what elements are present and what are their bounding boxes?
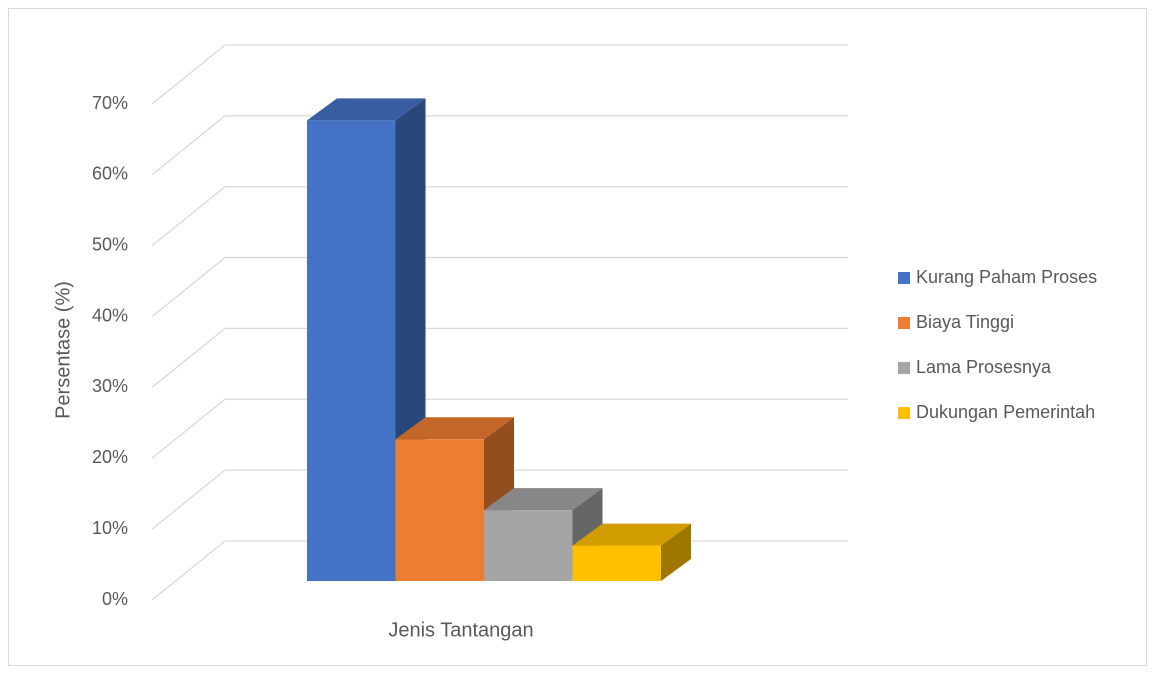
y-axis-label: Persentase (%) (52, 281, 74, 419)
x-axis-label: Jenis Tantangan (388, 619, 533, 641)
y-tick-label: 40% (92, 305, 128, 325)
bar (395, 439, 484, 581)
bar-top (307, 98, 426, 121)
bar-top (572, 523, 691, 546)
grid-line (151, 256, 848, 318)
legend-label: Dukungan Pemerintah (916, 402, 1095, 422)
legend-label: Kurang Paham Proses (916, 267, 1097, 287)
grid-line (151, 186, 848, 247)
y-tick-label: 20% (92, 447, 128, 467)
bar (307, 120, 396, 581)
legend-swatch (898, 317, 910, 329)
y-tick-label: 0% (102, 589, 128, 609)
y-tick-label: 70% (92, 93, 128, 113)
bar-top (395, 417, 514, 440)
grid-line (151, 44, 848, 105)
y-tick-label: 50% (92, 234, 128, 254)
grid-line (151, 327, 848, 388)
bar (484, 510, 573, 581)
legend-swatch (898, 362, 910, 374)
bar-top (484, 488, 603, 511)
bar (572, 545, 661, 581)
legend-swatch (898, 407, 910, 419)
y-tick-label: 30% (92, 376, 128, 396)
bar-side (661, 523, 691, 581)
grid-line (151, 398, 848, 459)
y-tick-label: 10% (92, 518, 128, 538)
legend-label: Biaya Tinggi (916, 312, 1014, 332)
grid-line (151, 469, 848, 530)
grid-line (151, 115, 848, 176)
legend-label: Lama Prosesnya (916, 357, 1052, 377)
y-tick-label: 60% (92, 164, 128, 184)
legend-swatch (898, 272, 910, 284)
